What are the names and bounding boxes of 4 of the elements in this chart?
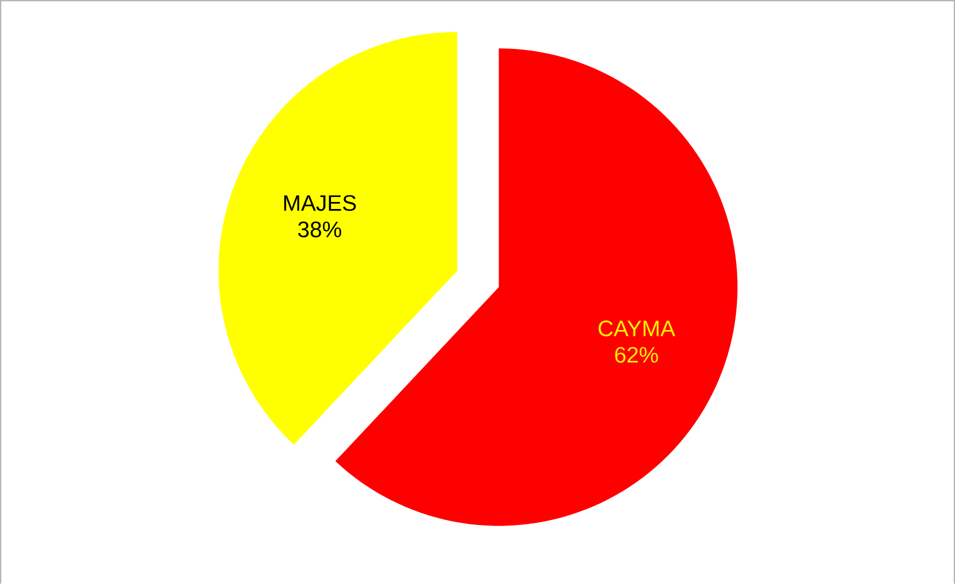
data-label: 38% xyxy=(298,221,342,238)
slice-label: CAYMA xyxy=(598,320,676,336)
slice-label: MAJES xyxy=(284,195,356,211)
data-label: 62% xyxy=(615,346,658,363)
